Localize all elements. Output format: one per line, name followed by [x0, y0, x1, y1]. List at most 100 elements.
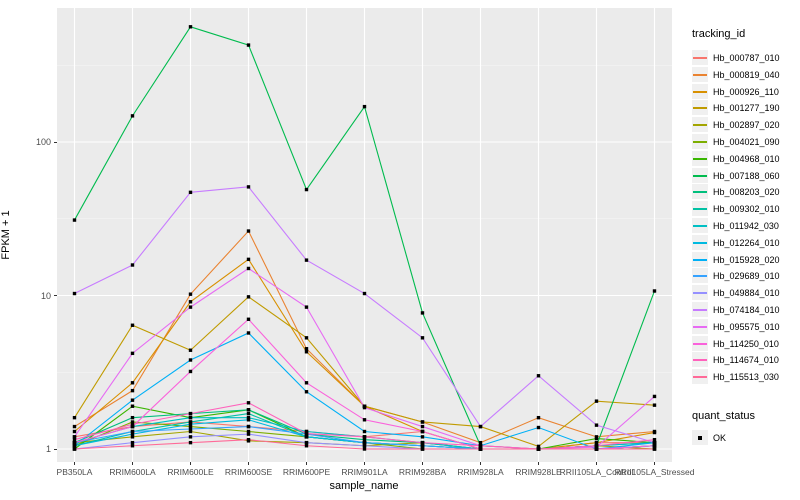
data-point	[536, 374, 541, 378]
data-point	[246, 429, 251, 434]
x-tick-mark	[190, 462, 191, 465]
data-point	[72, 447, 77, 451]
legend-key-line-icon	[693, 275, 707, 278]
legend-key-line-icon	[693, 157, 707, 160]
data-point	[246, 257, 251, 262]
data-point	[652, 444, 657, 448]
data-point	[72, 424, 77, 429]
data-point	[420, 440, 425, 445]
plot-canvas	[57, 8, 672, 462]
legend-entry-label: Hb_049884_010	[713, 288, 780, 299]
data-point	[130, 435, 135, 439]
legend-key-line-icon	[693, 241, 707, 244]
data-point	[72, 437, 77, 442]
legend-key-line-icon	[693, 141, 707, 143]
data-point	[594, 436, 599, 441]
legend-entry-label: Hb_000926_110	[713, 86, 779, 97]
data-point	[420, 336, 425, 340]
legend-key-line-icon	[693, 309, 707, 311]
data-point	[362, 429, 367, 434]
legend-entry-label: Hb_001277_190	[713, 103, 780, 114]
data-point	[652, 430, 657, 435]
data-point	[188, 427, 193, 431]
legend-entry-label: Hb_115513_030	[713, 372, 779, 383]
x-tick-label-RRIM928LA: RRIM928LA	[457, 467, 504, 477]
data-point	[72, 415, 77, 420]
legend-key-swatch	[692, 268, 708, 284]
data-point	[246, 408, 251, 412]
data-point	[246, 437, 251, 442]
legend-key-swatch	[692, 318, 708, 334]
legend-key-line-icon	[693, 73, 707, 76]
data-point	[188, 358, 193, 362]
data-point	[536, 447, 541, 451]
data-point	[246, 185, 251, 189]
data-point	[130, 432, 135, 436]
data-point	[72, 444, 77, 448]
data-point	[536, 425, 541, 430]
data-point	[72, 429, 77, 434]
data-point	[72, 291, 77, 296]
data-point	[362, 435, 367, 439]
legend-key-line-icon	[693, 90, 707, 93]
data-point	[478, 447, 483, 451]
x-tick-mark	[74, 462, 75, 465]
data-point	[130, 388, 135, 393]
data-point	[188, 435, 193, 439]
data-point	[130, 114, 135, 118]
legend-key-line-icon	[693, 359, 707, 362]
data-point	[188, 411, 193, 416]
data-point	[246, 424, 251, 429]
legend-key-swatch	[692, 50, 708, 65]
data-point	[304, 258, 309, 262]
y-tick-mark	[54, 295, 57, 296]
data-point	[652, 394, 657, 399]
legend-key-line-icon	[693, 124, 707, 127]
data-point	[130, 404, 135, 408]
data-point	[594, 440, 599, 445]
legend-key-line-icon	[693, 376, 707, 379]
x-tick-mark	[480, 462, 481, 465]
x-tick-mark	[132, 462, 133, 465]
legend-key-line-icon	[693, 208, 707, 211]
data-point	[362, 291, 367, 296]
data-point	[420, 420, 425, 424]
data-point	[130, 381, 135, 385]
data-point	[130, 422, 135, 426]
legend-key-swatch	[692, 369, 708, 385]
data-point	[478, 444, 483, 448]
data-point	[652, 437, 657, 442]
x-tick-label-RRIM600SE: RRIM600SE	[224, 467, 273, 477]
x-tick-label-RRIM600LA: RRIM600LA	[109, 467, 156, 477]
legend-entry-label: Hb_114250_010	[713, 338, 779, 349]
data-point	[246, 432, 251, 436]
x-tick-label-RRIM600LE: RRIM600LE	[167, 467, 214, 477]
legend-entry-label: Hb_007188_060	[713, 170, 780, 181]
legend-key-swatch	[692, 285, 708, 301]
data-point	[594, 444, 599, 448]
legend-entry-label: Hb_004021_090	[713, 137, 780, 147]
legend-key-line-icon	[693, 191, 707, 194]
data-point	[304, 390, 309, 394]
data-point	[130, 429, 135, 434]
data-point	[362, 447, 367, 451]
data-point	[594, 423, 599, 427]
legend-key-line-icon	[693, 57, 707, 59]
data-point	[652, 289, 657, 293]
data-point	[188, 300, 193, 304]
x-tick-mark	[422, 462, 423, 465]
data-point	[304, 347, 309, 351]
legend-key-swatch	[692, 251, 708, 267]
data-point	[652, 440, 657, 445]
y-tick-label: 1	[45, 444, 51, 454]
legend-key-swatch	[692, 335, 708, 351]
legend-key-swatch	[692, 83, 708, 99]
data-point	[188, 25, 193, 29]
legend-key-swatch	[692, 234, 708, 250]
x-tick-mark	[364, 462, 365, 465]
legend-entry-label: Hb_012264_010	[713, 237, 780, 248]
data-point	[362, 437, 367, 442]
data-point	[130, 351, 135, 356]
x-tick-mark	[538, 462, 539, 465]
plot-panel	[57, 8, 672, 462]
